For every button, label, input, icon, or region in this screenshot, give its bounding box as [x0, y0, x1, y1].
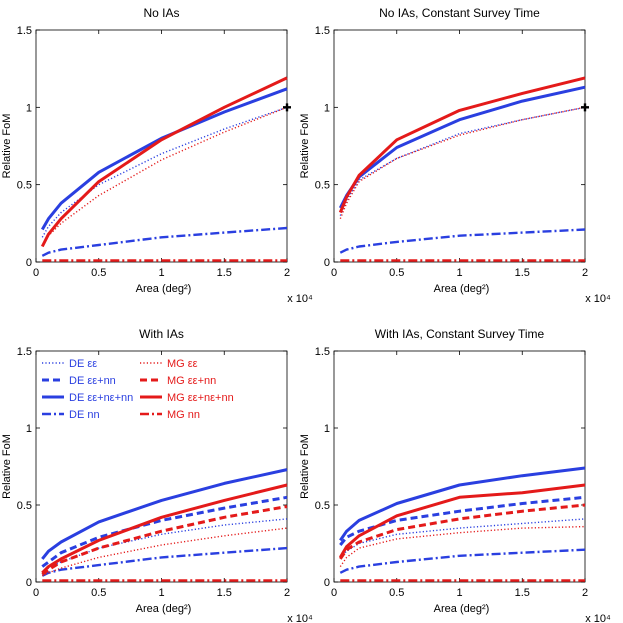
x-tick-label: 0	[331, 587, 337, 599]
x-axis-multiplier: x 10⁴	[287, 613, 313, 623]
legend-label: MG nn	[167, 409, 200, 421]
series-line-de_all	[41, 468, 288, 560]
chart-title: No IAs	[143, 6, 179, 20]
panel-4: With IAs, Constant Survey Time 0 0.5 1 1.5 2 0…	[299, 327, 611, 623]
x-tick-label: 0	[33, 587, 39, 599]
series-line-mg_all	[40, 76, 288, 248]
panel-2: No IAs, Constant Survey Time 0 0.5 1 1.5 2 0 0.…	[299, 6, 611, 305]
x-axis-multiplier: x 10⁴	[585, 613, 611, 623]
x-tick-label: 0.5	[91, 267, 106, 279]
series-line-de_ee	[41, 106, 288, 238]
series-line-mg_een	[339, 503, 586, 560]
chart-title: No IAs, Constant Survey Time	[379, 6, 540, 20]
x-tick-label: 0.5	[389, 587, 404, 599]
chart-title: With IAs, Constant Survey Time	[375, 327, 545, 341]
x-axis-label: Area (deg²)	[434, 603, 490, 615]
legend-label: DE εε	[69, 358, 97, 370]
y-tick-label: 1	[26, 102, 32, 114]
chart-title: With IAs	[139, 327, 184, 341]
y-tick-label: 0.5	[17, 180, 32, 192]
x-tick-label: 1.5	[217, 587, 232, 599]
x-tick-label: 2	[284, 587, 290, 599]
series-line-de_ee	[339, 518, 586, 558]
plot-frame	[333, 29, 586, 263]
x-tick-label: 1	[158, 587, 164, 599]
plot-frame	[35, 29, 288, 263]
y-tick-label: 1.5	[17, 25, 32, 37]
x-axis-label: Area (deg²)	[136, 603, 192, 615]
series-line-de_nn	[41, 226, 288, 257]
y-tick-label: 0	[324, 577, 330, 589]
x-axis-label: Area (deg²)	[136, 283, 192, 295]
legend: DE εε DE εε+nn DE εε+nε+nn DE nn MG εε MG εε+…	[42, 358, 234, 421]
series-line-mg_all	[339, 483, 586, 559]
x-tick-label: 1	[456, 267, 462, 279]
series-line-de_nn	[339, 228, 586, 254]
y-tick-label: 1	[324, 102, 330, 114]
y-tick-label: 1.5	[315, 25, 330, 37]
series-line-mg_ee	[41, 106, 288, 246]
y-tick-label: 0	[26, 577, 32, 589]
x-tick-label: 1.5	[515, 587, 530, 599]
y-tick-label: 0.5	[17, 500, 32, 512]
y-tick-label: 1.5	[17, 346, 32, 358]
y-tick-label: 0	[26, 257, 32, 269]
series-line-mg_ee	[41, 527, 288, 577]
series-line-mg_all	[338, 76, 586, 214]
panel-1: No IAs 0 0.5 1 1.5 2 0 0.5 1 1.5 Area (deg²) x 10⁴ R…	[1, 6, 313, 305]
series-line-de_all	[338, 85, 586, 209]
legend-label: MG εε+nε+nn	[167, 392, 234, 404]
x-tick-label: 1	[158, 267, 164, 279]
x-axis-label: Area (deg²)	[434, 283, 490, 295]
x-tick-label: 2	[582, 587, 588, 599]
series-line-de_een	[41, 495, 288, 568]
plot-frame	[333, 350, 586, 583]
series-line-de_een	[339, 495, 586, 546]
series-line-mg_ee	[339, 106, 586, 219]
series-line-mg_een	[41, 505, 288, 576]
series-line-de_all	[339, 466, 586, 542]
y-tick-label: 0	[324, 257, 330, 269]
y-axis-label: Relative FoM	[1, 434, 13, 499]
x-tick-label: 2	[582, 267, 588, 279]
x-tick-label: 0	[331, 267, 337, 279]
y-tick-label: 1	[324, 423, 330, 435]
x-tick-label: 0.5	[91, 587, 106, 599]
y-tick-label: 1	[26, 423, 32, 435]
reference-marker	[283, 103, 291, 112]
y-tick-label: 0.5	[315, 180, 330, 192]
x-tick-label: 1	[456, 587, 462, 599]
series-line-mg_all	[41, 483, 288, 574]
x-tick-label: 0.5	[389, 267, 404, 279]
y-axis-label: Relative FoM	[1, 114, 13, 179]
y-tick-label: 0.5	[315, 500, 330, 512]
y-axis-label: Relative FoM	[299, 434, 311, 499]
x-tick-label: 1.5	[217, 267, 232, 279]
series-line-de_nn	[339, 548, 586, 574]
y-axis-label: Relative FoM	[299, 114, 311, 179]
series-line-mg_ee	[339, 525, 586, 567]
x-axis-multiplier: x 10⁴	[287, 293, 313, 305]
series-line-de_all	[40, 87, 288, 231]
x-axis-multiplier: x 10⁴	[585, 293, 611, 305]
x-tick-label: 0	[33, 267, 39, 279]
legend-label: MG εε+nn	[167, 375, 216, 387]
x-tick-label: 1.5	[515, 267, 530, 279]
legend-label: DE εε+nε+nn	[69, 392, 133, 404]
x-tick-label: 2	[284, 267, 290, 279]
reference-marker	[581, 103, 589, 112]
legend-label: DE nn	[69, 409, 100, 421]
series-line-de_ee	[41, 518, 288, 574]
series-line-de_nn	[41, 546, 288, 577]
panel-3: With IAs 0 0.5 1 1.5 2 0 0.5 1 1.5 Area (deg²) x 10…	[1, 327, 313, 623]
legend-label: MG εε	[167, 358, 198, 370]
legend-label: DE εε+nn	[69, 375, 116, 387]
y-tick-label: 1.5	[315, 346, 330, 358]
